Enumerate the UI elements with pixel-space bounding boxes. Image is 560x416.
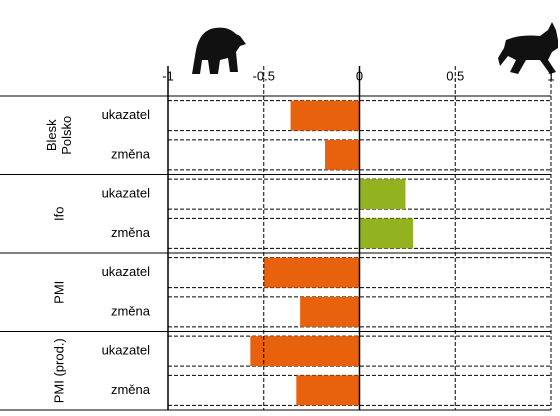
category-label: změna — [111, 225, 151, 240]
bear-icon — [192, 27, 246, 75]
group-label: PMI (prod.) — [51, 338, 66, 403]
category-label: ukazatel — [102, 264, 151, 279]
category-label: změna — [111, 303, 151, 318]
x-tick-label: 1 — [547, 68, 554, 83]
bar — [359, 179, 406, 210]
group-label: Polsko — [59, 116, 74, 155]
category-label: změna — [111, 382, 151, 397]
bar — [300, 296, 360, 327]
x-tick-label: -0.5 — [253, 68, 275, 83]
group-label: Ifo — [51, 207, 66, 221]
bar — [263, 257, 360, 288]
x-tick-label: 0 — [356, 68, 363, 83]
x-tick-label: -1 — [162, 68, 174, 83]
category-label: ukazatel — [102, 186, 151, 201]
group-label: Blesk — [44, 119, 59, 151]
group-label: PMI — [51, 281, 66, 304]
x-tick-label: 0.5 — [446, 68, 464, 83]
bar — [296, 375, 360, 406]
bar — [359, 218, 414, 249]
category-label: změna — [111, 146, 151, 161]
category-label: ukazatel — [102, 343, 151, 358]
category-label: ukazatel — [102, 107, 151, 122]
bar — [250, 336, 360, 367]
bar — [290, 100, 360, 131]
bull-icon — [498, 22, 558, 74]
bar — [325, 139, 360, 170]
